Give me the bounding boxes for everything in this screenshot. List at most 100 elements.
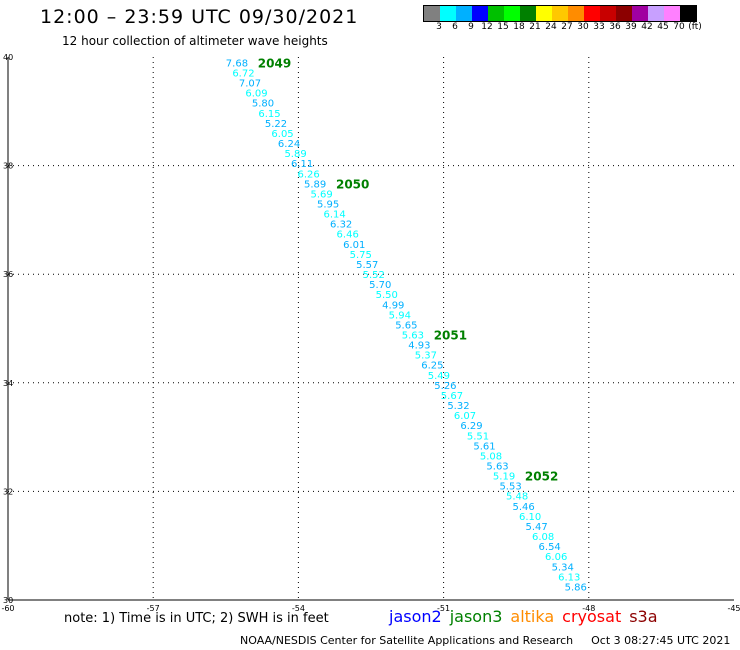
swh-value-label: 5.57 [356,260,378,271]
lon-tick-label: -45 [727,604,740,613]
swh-value-label: 6.24 [278,139,300,150]
swh-value-label: 6.46 [337,230,359,241]
legend-swatch [536,6,552,21]
swh-value-label: 5.52 [363,270,385,281]
legend-label: 39 [625,22,637,32]
satellite-jason3: jason3 [449,607,503,626]
swh-value-label: 6.09 [245,89,267,100]
swh-value-label: 5.08 [480,451,502,462]
lon-tick-label: -48 [582,604,595,613]
swh-value-label: 5.75 [350,250,372,261]
legend-label: 45 [657,22,669,32]
swh-value-label: 4.99 [382,300,404,311]
swh-value-label: 5.50 [376,290,398,301]
color-legend [423,5,697,22]
swh-value-label: 6.25 [421,361,443,372]
lat-tick-label: 38 [3,162,13,171]
swh-value-label: 5.63 [486,462,508,473]
swh-value-label: 6.10 [519,512,541,523]
swh-value-label: 5.70 [369,280,391,291]
legend-label: 18 [513,22,525,32]
legend-swatch [680,6,696,21]
footer-note: note: 1) Time is in UTC; 2) SWH is in fe… [64,611,329,626]
legend-swatch [424,6,440,21]
generated-timestamp: Oct 3 08:27:45 UTC 2021 [591,634,731,647]
legend-swatch [552,6,568,21]
credit-line: NOAA/NESDIS Center for Satellite Applica… [240,634,730,647]
legend-label: 9 [468,22,474,32]
swh-value-label: 6.72 [232,69,254,80]
legend-swatch [520,6,536,21]
legend-label: 12 [481,22,493,32]
swh-value-label: 5.47 [526,522,548,533]
legend-label: 24 [545,22,557,32]
pass-time-label: 2049 [258,56,291,70]
legend-label: 70 [673,22,685,32]
legend-label: 27 [561,22,573,32]
lat-tick-label: 34 [3,379,13,388]
swh-value-label: 6.11 [291,159,313,170]
pass-time-label: 2050 [336,177,369,191]
swh-value-label: 6.01 [343,240,365,251]
legend-swatch [456,6,472,21]
swh-value-label: 5.69 [311,189,333,200]
legend-swatch [616,6,632,21]
legend-swatch [568,6,584,21]
swh-value-label: 5.19 [493,472,515,483]
swh-value-label: 5.94 [389,310,411,321]
swh-value-label: 5.89 [284,149,306,160]
legend-swatch [472,6,488,21]
swh-value-label: 6.13 [558,572,580,583]
swh-value-label: 5.34 [552,562,574,573]
lon-tick-label: -57 [147,604,160,613]
swh-value-label: 5.63 [402,331,424,342]
swh-value-label: 7.07 [239,79,261,90]
legend-label: 30 [577,22,589,32]
legend-swatch [440,6,456,21]
swh-value-label: 6.06 [545,552,567,563]
swh-value-label: 5.26 [434,381,456,392]
lat-tick-label: 36 [3,270,13,279]
page-title: 12:00 – 23:59 UTC 09/30/2021 [40,6,359,28]
swh-value-label: 5.46 [512,502,534,513]
legend-label: 3 [436,22,442,32]
page-subtitle: 12 hour collection of altimeter wave hei… [62,34,328,48]
satellite-altika: altika [510,607,555,626]
satellite-cryosat: cryosat [562,607,622,626]
legend-label: (ft) [688,22,702,32]
satellite-s3a: s3a [629,607,658,626]
satellite-legend: jason2 jason3 altika cryosat s3a [389,607,666,626]
lat-tick-label: 32 [3,487,13,496]
pass-time-label: 2052 [525,470,558,484]
swh-value-label: 6.15 [258,109,280,120]
swh-value-label: 5.67 [441,391,463,402]
swh-value-label: 6.26 [297,169,319,180]
legend-swatch [600,6,616,21]
satellite-jason2: jason2 [389,607,442,626]
swh-value-label: 5.65 [395,320,417,331]
lat-tick-label: 40 [3,53,13,62]
legend-label: 33 [593,22,605,32]
legend-swatch [648,6,664,21]
swh-value-label: 6.07 [454,411,476,422]
swh-value-label: 5.95 [317,200,339,211]
swh-value-label: 5.22 [265,119,287,130]
legend-swatch [488,6,504,21]
swh-value-label: 7.68 [226,58,248,69]
swh-value-label: 4.93 [408,341,430,352]
pass-time-label: 2051 [434,329,467,343]
legend-label: 15 [497,22,509,32]
swh-value-label: 6.08 [532,532,554,543]
swh-value-label: 6.32 [330,220,352,231]
legend-swatch [584,6,600,21]
swh-value-label: 5.53 [499,482,521,493]
legend-swatch [632,6,648,21]
swh-value-label: 6.14 [324,210,346,221]
legend-label: 21 [529,22,541,32]
legend-label: 6 [452,22,458,32]
swh-value-label: 5.51 [467,431,489,442]
legend-label: 42 [641,22,653,32]
swh-value-label: 6.54 [539,542,561,553]
swh-value-label: 5.48 [506,492,528,503]
swh-value-label: 5.49 [428,371,450,382]
